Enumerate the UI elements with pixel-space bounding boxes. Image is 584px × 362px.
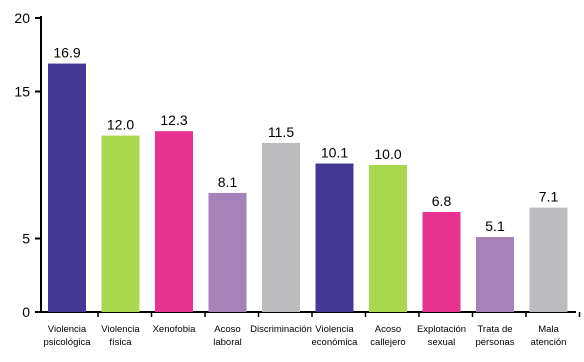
data-label: 10.0 (374, 146, 401, 162)
bar (101, 135, 140, 312)
y-ticks: 0 5 15 20 (14, 10, 41, 320)
category-label: Xenofobia (153, 324, 197, 335)
category-label: Discriminación (250, 324, 312, 335)
data-label: 5.1 (485, 218, 505, 234)
category-label: sexual (428, 337, 455, 348)
bar (315, 163, 354, 312)
data-label: 6.8 (432, 193, 452, 209)
category-label: atención (531, 337, 567, 348)
value-labels: 16.9 12.0 12.3 8.1 11.5 10.1 10.0 6.8 5.1 7.1 (53, 45, 558, 234)
bar (262, 142, 300, 312)
category-label: Violencia (48, 324, 87, 335)
category-label: Violencia (101, 324, 140, 335)
bar (369, 165, 407, 312)
bar (48, 63, 86, 312)
category-label: Acoso (375, 324, 401, 335)
category-label: psicológica (44, 337, 92, 348)
category-label: callejero (370, 337, 405, 348)
data-label: 16.9 (53, 45, 80, 61)
data-label: 10.1 (321, 145, 348, 161)
y-tick-label: 20 (14, 10, 30, 26)
y-tick-label: 15 (14, 84, 30, 100)
y-tick-label: 5 (22, 231, 30, 247)
data-label: 12.0 (107, 117, 134, 133)
category-label: Explotación (417, 324, 466, 335)
data-label: 11.5 (268, 124, 294, 140)
category-label: Acoso (214, 324, 240, 335)
bar (155, 131, 193, 312)
category-label: Mala (538, 324, 559, 335)
bar (208, 192, 247, 312)
category-labels: Violencia psicológica Violencia física Xenof… (44, 312, 581, 348)
category-label: física (109, 337, 132, 348)
category-label: Violencia (315, 324, 354, 335)
category-label: Trata de (477, 324, 512, 335)
bars (48, 63, 568, 312)
data-label: 12.3 (160, 112, 187, 128)
bar (476, 237, 514, 312)
category-label: económica (312, 337, 359, 348)
data-label: 7.1 (539, 189, 559, 205)
bar (422, 212, 461, 312)
category-label: personas (475, 337, 514, 348)
y-tick-label: 0 (22, 304, 30, 320)
category-label: laboral (213, 337, 242, 348)
bar (529, 207, 568, 312)
data-label: 8.1 (218, 174, 238, 190)
